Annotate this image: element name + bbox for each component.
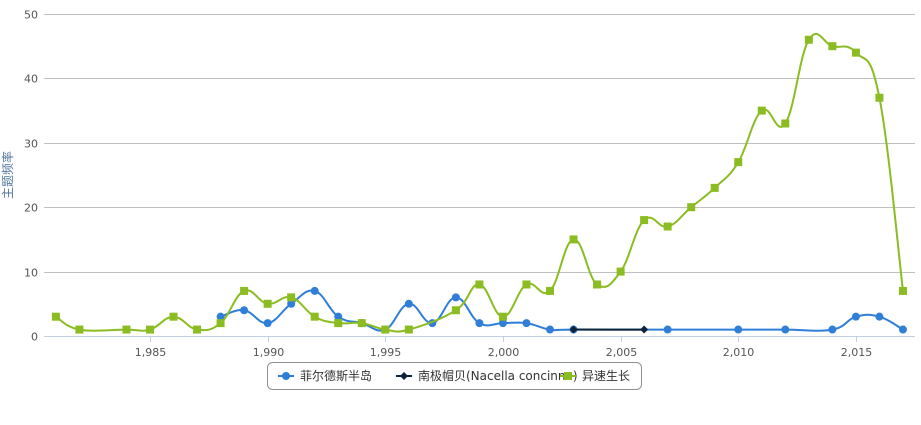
- data-point[interactable]: [875, 312, 884, 321]
- data-point[interactable]: [640, 216, 649, 225]
- data-point[interactable]: [546, 286, 555, 295]
- legend-marker[interactable]: [282, 372, 290, 380]
- data-point[interactable]: [451, 306, 460, 315]
- data-point[interactable]: [898, 325, 907, 334]
- data-point[interactable]: [240, 306, 249, 315]
- y-tick-label: 30: [24, 138, 38, 151]
- data-point[interactable]: [734, 158, 743, 167]
- data-point[interactable]: [240, 286, 249, 295]
- data-point[interactable]: [334, 312, 343, 321]
- data-point[interactable]: [640, 325, 649, 334]
- data-point[interactable]: [310, 286, 319, 295]
- series-2: [51, 32, 907, 334]
- data-point[interactable]: [734, 325, 743, 334]
- data-point[interactable]: [569, 235, 578, 244]
- data-point[interactable]: [851, 48, 860, 57]
- data-point[interactable]: [169, 312, 178, 321]
- y-tick-label: 0: [31, 331, 38, 344]
- data-point[interactable]: [710, 183, 719, 192]
- data-point[interactable]: [263, 299, 272, 308]
- data-point[interactable]: [757, 106, 766, 115]
- y-tick-label: 40: [24, 73, 38, 86]
- series-0: [216, 286, 907, 334]
- legend: 菲尔德斯半岛 南极帽贝(Nacella concinna) 异速生长: [267, 362, 642, 390]
- data-point[interactable]: [616, 267, 625, 276]
- data-point[interactable]: [216, 312, 225, 321]
- x-axis: 1,985 1,990 1,995 2,000 2,005 2,010 2,015: [44, 336, 915, 359]
- data-point[interactable]: [522, 280, 531, 289]
- data-point[interactable]: [51, 312, 60, 321]
- data-point[interactable]: [663, 222, 672, 231]
- data-point[interactable]: [475, 319, 484, 328]
- data-point[interactable]: [310, 312, 319, 321]
- data-point[interactable]: [781, 325, 790, 334]
- data-point[interactable]: [522, 319, 531, 328]
- x-tick-label: 2,015: [841, 346, 873, 359]
- data-point[interactable]: [122, 325, 131, 334]
- x-tick-label: 2,005: [606, 346, 638, 359]
- data-point[interactable]: [287, 293, 296, 302]
- data-point[interactable]: [287, 299, 296, 308]
- data-point[interactable]: [334, 319, 343, 328]
- x-tick-label: 1,995: [370, 346, 402, 359]
- x-tick-label: 2,010: [723, 346, 755, 359]
- legend-box: [267, 362, 642, 390]
- data-point[interactable]: [404, 299, 413, 308]
- data-point[interactable]: [875, 93, 884, 102]
- data-point[interactable]: [569, 325, 578, 334]
- data-point[interactable]: [546, 325, 555, 334]
- y-axis-label: 主题频率: [0, 151, 15, 199]
- data-point[interactable]: [404, 325, 413, 334]
- data-point[interactable]: [593, 280, 602, 289]
- data-point[interactable]: [216, 319, 225, 328]
- data-point[interactable]: [498, 312, 507, 321]
- y-axis-ticks: 0 10 20 30 40 50: [24, 9, 38, 344]
- x-tick-label: 1,990: [253, 346, 285, 359]
- legend-label: 异速生长: [582, 369, 630, 383]
- data-point[interactable]: [687, 203, 696, 212]
- data-point[interactable]: [663, 325, 672, 334]
- series-group: [51, 32, 907, 334]
- legend-item-0[interactable]: 菲尔德斯半岛: [278, 368, 372, 383]
- series-line: [220, 289, 904, 332]
- data-point[interactable]: [381, 325, 390, 334]
- data-point[interactable]: [451, 293, 460, 302]
- data-point[interactable]: [357, 319, 366, 328]
- data-point[interactable]: [498, 319, 507, 328]
- y-tick-label: 20: [24, 202, 38, 215]
- data-point[interactable]: [475, 280, 484, 289]
- data-point[interactable]: [263, 319, 272, 328]
- data-point[interactable]: [851, 312, 860, 321]
- data-point[interactable]: [146, 325, 154, 334]
- legend-marker[interactable]: [400, 372, 408, 380]
- x-tick-label: 1,985: [135, 346, 167, 359]
- x-tick-label: 2,000: [488, 346, 520, 359]
- data-point[interactable]: [898, 286, 907, 295]
- y-tick-label: 50: [24, 9, 38, 22]
- legend-label: 南极帽贝(Nacella concinna): [418, 368, 578, 383]
- data-point[interactable]: [828, 42, 837, 51]
- data-point[interactable]: [75, 325, 84, 334]
- legend-marker[interactable]: [564, 372, 572, 380]
- legend-item-1[interactable]: 南极帽贝(Nacella concinna): [396, 368, 578, 383]
- series-1: [569, 325, 649, 334]
- data-point[interactable]: [193, 325, 202, 334]
- y-tick-label: 10: [24, 267, 38, 280]
- data-point[interactable]: [804, 35, 813, 44]
- data-point[interactable]: [828, 325, 837, 334]
- legend-label: 菲尔德斯半岛: [300, 368, 372, 383]
- data-point[interactable]: [781, 119, 790, 128]
- legend-item-2[interactable]: 异速生长: [560, 369, 630, 383]
